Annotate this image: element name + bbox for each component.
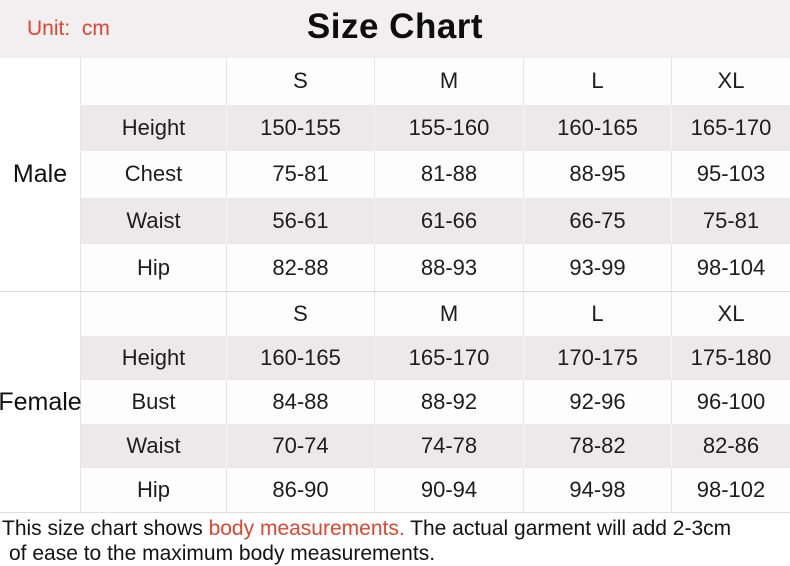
table-row-male-waist: Waist 56-61 61-66 66-75 75-81: [81, 197, 790, 245]
size-table: Male S M L XL Height 150-155 155-160 160…: [0, 58, 790, 513]
footer-highlight: body measurements.: [208, 517, 405, 540]
size-header-xl: XL: [671, 292, 790, 336]
footer-line-1: This size chart shows body measurements.…: [2, 516, 790, 541]
value-cell: 90-94: [374, 468, 523, 512]
value-cell: 56-61: [226, 197, 374, 245]
size-header-xl: XL: [671, 58, 790, 105]
table-row-female-waist: Waist 70-74 74-78 78-82 82-86: [81, 424, 790, 468]
row-label: Hip: [136, 254, 170, 280]
value-cell: 94-98: [523, 468, 671, 512]
header-banner: Unit: cm Size Chart: [0, 0, 790, 58]
size-header-empty-cell: [81, 292, 226, 336]
size-header-m: M: [374, 292, 523, 336]
female-section: Female S M L XL Height 160-165 165-170 1…: [0, 292, 790, 512]
value-cell: 95-103: [671, 151, 790, 198]
footer-line-2: of ease to the maximum body measurements…: [9, 542, 436, 565]
value-cell: 160-165: [226, 336, 374, 380]
row-label: Height: [121, 345, 186, 370]
table-row-female-height: Height 160-165 165-170 170-175 175-180: [81, 336, 790, 380]
table-row-male-chest: Chest 75-81 81-88 88-95 95-103: [81, 151, 790, 198]
value-cell: 150-155: [226, 104, 374, 152]
value-cell: 88-92: [374, 380, 523, 424]
row-label: Hip: [136, 477, 170, 502]
row-label: Chest: [124, 161, 183, 187]
value-cell: 88-93: [374, 244, 523, 291]
value-cell: 82-86: [671, 424, 790, 468]
footer-note: This size chart shows body measurements.…: [0, 513, 790, 566]
value-cell: 82-88: [226, 244, 374, 291]
value-cell: 170-175: [523, 336, 671, 380]
row-label: Bust: [131, 389, 176, 414]
size-header-s: S: [226, 58, 374, 105]
size-header-l: L: [523, 58, 671, 105]
group-label-female: Female: [0, 292, 82, 512]
row-label: Waist: [126, 208, 181, 234]
male-section: Male S M L XL Height 150-155 155-160 160…: [0, 58, 790, 291]
footer-text-after: The actual garment will add 2-3cm: [404, 517, 732, 540]
value-cell: 78-82: [523, 424, 671, 468]
table-row-female-bust: Bust 84-88 88-92 92-96 96-100: [81, 380, 790, 424]
size-header-s: S: [226, 292, 374, 336]
unit-label: Unit: cm: [27, 17, 110, 40]
value-cell: 74-78: [374, 424, 523, 468]
value-cell: 92-96: [523, 380, 671, 424]
value-cell: 96-100: [671, 380, 790, 424]
group-label-male: Male: [0, 58, 81, 291]
value-cell: 165-170: [671, 104, 790, 152]
value-cell: 61-66: [374, 197, 523, 245]
table-row-male-height: Height 150-155 155-160 160-165 165-170: [81, 104, 790, 152]
value-cell: 81-88: [374, 151, 523, 198]
value-cell: 86-90: [226, 468, 374, 512]
value-cell: 75-81: [226, 151, 374, 198]
value-cell: 160-165: [523, 104, 671, 152]
size-header-row: S M L XL: [81, 292, 790, 336]
male-rows: S M L XL Height 150-155 155-160 160-165 …: [81, 58, 790, 291]
value-cell: 155-160: [374, 104, 523, 152]
value-cell: 66-75: [523, 197, 671, 245]
value-cell: 88-95: [523, 151, 671, 198]
table-row-male-hip: Hip 82-88 88-93 93-99 98-104: [81, 244, 790, 291]
value-cell: 84-88: [226, 380, 374, 424]
value-cell: 93-99: [523, 244, 671, 291]
size-header-l: L: [523, 292, 671, 336]
row-label: Height: [121, 114, 186, 140]
value-cell: 98-102: [671, 468, 790, 512]
value-cell: 75-81: [671, 197, 790, 245]
footer-text-before: This size chart shows: [2, 517, 209, 540]
size-header-m: M: [374, 58, 523, 105]
value-cell: 175-180: [671, 336, 790, 380]
female-rows: S M L XL Height 160-165 165-170 170-175 …: [81, 292, 790, 512]
table-row-female-hip: Hip 86-90 90-94 94-98 98-102: [81, 468, 790, 512]
size-header-row: S M L XL: [81, 58, 790, 105]
size-header-empty-cell: [81, 58, 226, 105]
section-separator: [0, 291, 790, 292]
row-label: Waist: [126, 433, 181, 458]
value-cell: 70-74: [226, 424, 374, 468]
page-title: Size Chart: [306, 7, 484, 46]
value-cell: 165-170: [374, 336, 523, 380]
value-cell: 98-104: [671, 244, 790, 291]
